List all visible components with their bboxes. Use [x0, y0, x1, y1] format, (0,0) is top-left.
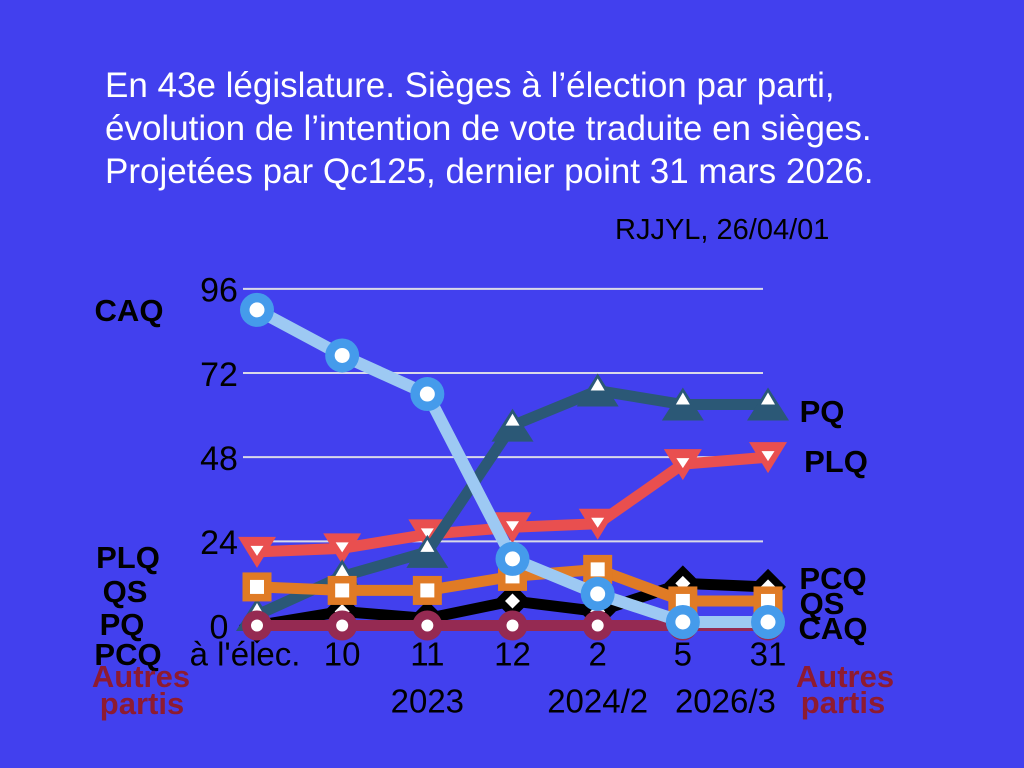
- left-label-caq: CAQ: [95, 293, 164, 328]
- marker-pq-1-inner: [335, 564, 350, 577]
- x-tick-3: 12: [494, 636, 531, 673]
- x-tick-0: à l'élec.: [190, 636, 301, 673]
- marker-qs-6-inner: [761, 593, 776, 608]
- marker-pq-4-inner: [590, 378, 605, 391]
- left-label-autres: Autres: [92, 659, 190, 694]
- marker-autres-partis-3-inner: [506, 619, 519, 632]
- x-tick-2: 11: [410, 636, 444, 673]
- y-tick-96: 96: [200, 272, 238, 310]
- marker-plq-6-inner: [761, 451, 775, 462]
- marker-pq-2-inner: [420, 539, 435, 552]
- x-tick-1: 10: [324, 636, 361, 673]
- x-tick-5: 5: [674, 636, 692, 673]
- left-label-pcq: PCQ: [94, 637, 161, 672]
- marker-qs-1-inner: [335, 583, 350, 598]
- marker-caq-2-inner: [419, 386, 435, 402]
- marker-caq-4-inner: [590, 586, 606, 602]
- right-label-caq: CAQ: [799, 611, 868, 646]
- x-sub-label-0: 2023: [391, 683, 464, 720]
- marker-plq-1-inner: [335, 542, 349, 553]
- marker-qs-5-inner: [675, 593, 690, 608]
- chart-title: En 43e législature. Sièges à l’élection …: [105, 64, 935, 193]
- marker-qs-4-inner: [590, 562, 605, 577]
- marker-caq-0-inner: [249, 302, 265, 318]
- x-tick-4: 2: [589, 636, 607, 673]
- marker-pcq-3-inner: [505, 593, 521, 609]
- marker-caq-3-inner: [505, 551, 521, 567]
- marker-pq-6-inner: [761, 392, 776, 405]
- right-label-autres: Autres: [796, 659, 894, 694]
- right-label-plq: PLQ: [804, 444, 868, 479]
- x-tick-6: 31: [750, 636, 787, 673]
- watermark-text: RJJYL, 26/04/01: [615, 214, 830, 246]
- marker-qs-2-inner: [420, 583, 435, 598]
- right-label-pcq: PCQ: [799, 561, 866, 596]
- title-line-1: En 43e législature. Sièges à l’élection …: [105, 66, 835, 105]
- title-line-2: évolution de l’intention de vote traduit…: [105, 109, 872, 148]
- marker-plq-0-inner: [250, 545, 264, 556]
- title-line-3: Projetées par Qc125, dernier point 31 ma…: [105, 152, 874, 191]
- marker-qs-0-inner: [250, 579, 264, 594]
- y-tick-72: 72: [200, 356, 238, 394]
- y-tick-24: 24: [200, 524, 238, 562]
- marker-plq-2-inner: [420, 528, 434, 539]
- marker-pq-3-inner: [505, 413, 520, 426]
- x-sub-label-1: 2024/2: [547, 683, 648, 720]
- marker-plq-4-inner: [591, 517, 605, 528]
- marker-plq-3-inner: [506, 521, 520, 532]
- left-label-qs: QS: [103, 574, 148, 609]
- marker-caq-5-inner: [675, 614, 691, 630]
- x-sub-label-2: 2026/3: [675, 683, 776, 720]
- right-label-partis: partis: [801, 685, 885, 720]
- marker-autres-partis-2-inner: [421, 619, 434, 632]
- y-tick-48: 48: [200, 440, 238, 478]
- left-label-partis: partis: [100, 686, 184, 721]
- left-label-pq: PQ: [100, 607, 145, 642]
- marker-caq-1-inner: [334, 347, 350, 363]
- marker-autres-partis-1-inner: [336, 619, 349, 632]
- left-label-plq: PLQ: [96, 540, 160, 575]
- y-tick-0: 0: [210, 608, 229, 646]
- marker-pq-5-inner: [675, 392, 690, 405]
- marker-autres-partis-0-inner: [251, 619, 263, 632]
- right-label-qs: QS: [800, 586, 845, 621]
- marker-plq-5-inner: [676, 458, 690, 469]
- marker-autres-partis-4-inner: [591, 619, 604, 632]
- marker-caq-6-inner: [760, 614, 776, 630]
- right-label-pq: PQ: [800, 394, 845, 429]
